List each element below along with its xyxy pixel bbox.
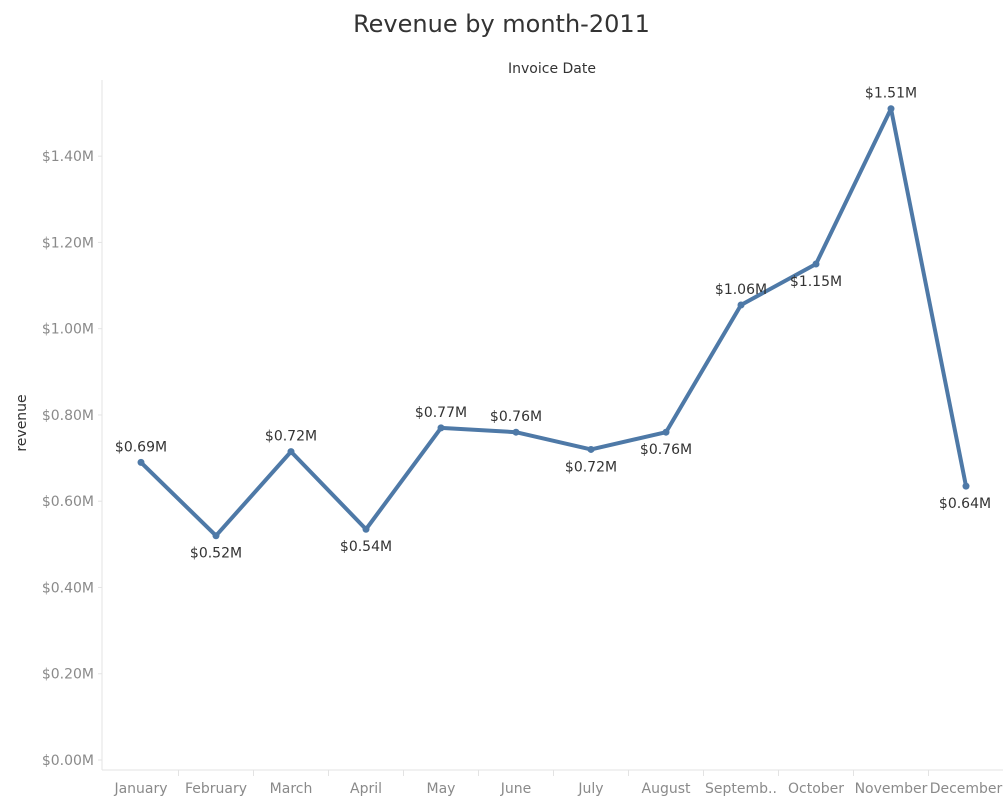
data-label: $0.72M bbox=[565, 459, 617, 475]
x-tick-label: November bbox=[855, 781, 928, 797]
data-label: $0.64M bbox=[939, 496, 991, 512]
y-ticks: $0.00M $0.20M $0.40M $0.60M $0.80M $1.00M $1.2… bbox=[42, 149, 102, 769]
x-tick-label: July bbox=[577, 781, 603, 797]
data-point bbox=[962, 482, 970, 490]
data-label: $1.51M bbox=[865, 86, 917, 102]
data-label: $0.76M bbox=[490, 409, 542, 425]
data-labels: $0.69M $0.52M $0.72M $0.54M $0.77M $0.76M $0.7… bbox=[115, 86, 991, 562]
data-point bbox=[737, 301, 745, 309]
x-ticks: January February March April May June July Augu… bbox=[113, 770, 1003, 797]
data-point bbox=[437, 424, 445, 432]
data-point bbox=[887, 105, 895, 113]
data-point bbox=[362, 525, 370, 533]
x-tick-label: December bbox=[930, 781, 1003, 797]
x-tick-label: May bbox=[427, 781, 456, 797]
data-point bbox=[512, 428, 520, 436]
data-label: $0.77M bbox=[415, 405, 467, 421]
y-tick-label: $0.40M bbox=[42, 580, 94, 596]
y-axis-title: revenue bbox=[14, 394, 30, 451]
data-label: $1.06M bbox=[715, 282, 767, 298]
x-tick-label: April bbox=[350, 781, 382, 797]
x-tick-label: March bbox=[270, 781, 313, 797]
series-revenue bbox=[139, 106, 968, 538]
data-label: $0.72M bbox=[265, 429, 317, 445]
y-tick-label: $1.00M bbox=[42, 322, 94, 338]
data-point bbox=[812, 260, 820, 268]
y-tick-label: $1.40M bbox=[42, 149, 94, 165]
x-tick-label: January bbox=[113, 781, 167, 797]
y-tick-label: $0.20M bbox=[42, 667, 94, 683]
y-tick-label: $0.60M bbox=[42, 494, 94, 510]
y-tick-label: $1.20M bbox=[42, 235, 94, 251]
x-tick-label: February bbox=[185, 781, 247, 797]
data-label: $0.76M bbox=[640, 442, 692, 458]
data-points bbox=[137, 105, 970, 540]
x-tick-label: October bbox=[788, 781, 844, 797]
data-label: $0.69M bbox=[115, 439, 167, 455]
y-tick-label: $0.00M bbox=[42, 753, 94, 769]
x-tick-label: June bbox=[500, 781, 532, 797]
chart-title: Revenue by month-2011 bbox=[353, 10, 650, 38]
data-point bbox=[662, 428, 670, 436]
data-point bbox=[137, 458, 145, 466]
x-tick-label: August bbox=[642, 781, 692, 797]
data-label: $1.15M bbox=[790, 274, 842, 290]
data-point bbox=[287, 448, 295, 456]
y-tick-label: $0.80M bbox=[42, 408, 94, 424]
axes: Invoice Date revenue bbox=[14, 61, 1003, 771]
data-point bbox=[212, 532, 220, 540]
x-axis-title: Invoice Date bbox=[508, 61, 596, 77]
x-tick-label: Septemb.. bbox=[705, 781, 777, 797]
data-label: $0.52M bbox=[190, 546, 242, 562]
data-label: $0.54M bbox=[340, 539, 392, 555]
data-point bbox=[587, 445, 595, 453]
revenue-line bbox=[139, 106, 968, 538]
